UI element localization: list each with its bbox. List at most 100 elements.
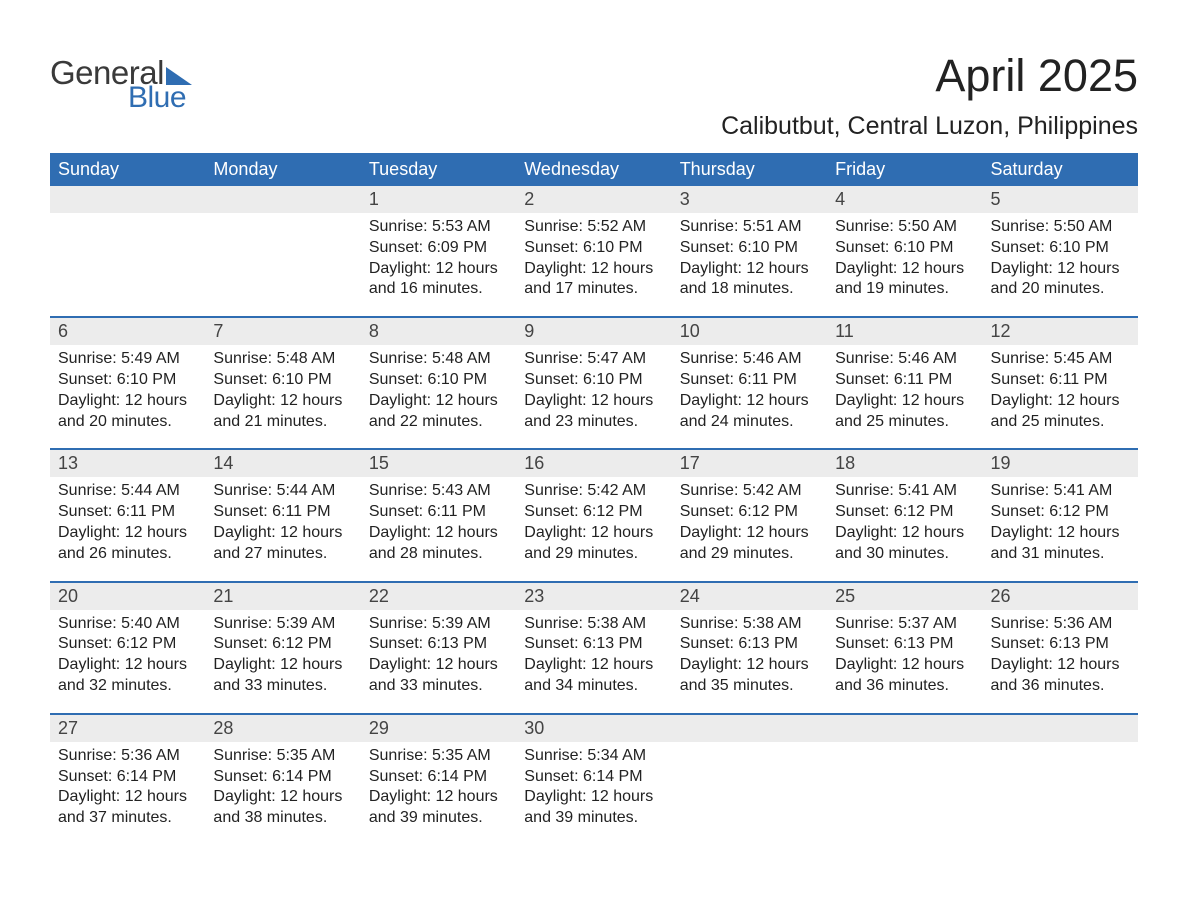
- calendar-cell: [983, 715, 1138, 835]
- calendar-week: 13Sunrise: 5:44 AMSunset: 6:11 PMDayligh…: [50, 448, 1138, 570]
- calendar-cell: [205, 186, 360, 306]
- calendar-cell: 18Sunrise: 5:41 AMSunset: 6:12 PMDayligh…: [827, 450, 982, 570]
- day-details: Sunrise: 5:34 AMSunset: 6:14 PMDaylight:…: [516, 742, 671, 835]
- sunrise-text: Sunrise: 5:49 AM: [58, 349, 197, 370]
- day-details: Sunrise: 5:35 AMSunset: 6:14 PMDaylight:…: [205, 742, 360, 835]
- day-details: Sunrise: 5:44 AMSunset: 6:11 PMDaylight:…: [50, 477, 205, 570]
- day-details: Sunrise: 5:47 AMSunset: 6:10 PMDaylight:…: [516, 345, 671, 438]
- day-details: Sunrise: 5:39 AMSunset: 6:13 PMDaylight:…: [361, 610, 516, 703]
- sunset-text: Sunset: 6:12 PM: [58, 634, 197, 655]
- day-details: Sunrise: 5:36 AMSunset: 6:13 PMDaylight:…: [983, 610, 1138, 703]
- calendar-week: 6Sunrise: 5:49 AMSunset: 6:10 PMDaylight…: [50, 316, 1138, 438]
- sunset-text: Sunset: 6:11 PM: [680, 370, 819, 391]
- sunrise-text: Sunrise: 5:34 AM: [524, 746, 663, 767]
- daylight-text: Daylight: 12 hours and 36 minutes.: [835, 655, 974, 697]
- calendar-cell: 4Sunrise: 5:50 AMSunset: 6:10 PMDaylight…: [827, 186, 982, 306]
- day-details: Sunrise: 5:37 AMSunset: 6:13 PMDaylight:…: [827, 610, 982, 703]
- weeks-container: 1Sunrise: 5:53 AMSunset: 6:09 PMDaylight…: [50, 186, 1138, 835]
- calendar-cell: 9Sunrise: 5:47 AMSunset: 6:10 PMDaylight…: [516, 318, 671, 438]
- day-number: 20: [50, 583, 205, 610]
- sunrise-text: Sunrise: 5:37 AM: [835, 614, 974, 635]
- day-number: 19: [983, 450, 1138, 477]
- calendar-cell: [672, 715, 827, 835]
- calendar: Sunday Monday Tuesday Wednesday Thursday…: [50, 153, 1138, 835]
- day-number: 17: [672, 450, 827, 477]
- daylight-text: Daylight: 12 hours and 38 minutes.: [213, 787, 352, 829]
- calendar-cell: 23Sunrise: 5:38 AMSunset: 6:13 PMDayligh…: [516, 583, 671, 703]
- sunrise-text: Sunrise: 5:46 AM: [835, 349, 974, 370]
- day-details: Sunrise: 5:42 AMSunset: 6:12 PMDaylight:…: [672, 477, 827, 570]
- sunset-text: Sunset: 6:12 PM: [213, 634, 352, 655]
- calendar-week: 20Sunrise: 5:40 AMSunset: 6:12 PMDayligh…: [50, 581, 1138, 703]
- day-number: 5: [983, 186, 1138, 213]
- day-header-saturday: Saturday: [983, 153, 1138, 186]
- sunset-text: Sunset: 6:11 PM: [369, 502, 508, 523]
- sunset-text: Sunset: 6:11 PM: [213, 502, 352, 523]
- day-number: 29: [361, 715, 516, 742]
- calendar-cell: 27Sunrise: 5:36 AMSunset: 6:14 PMDayligh…: [50, 715, 205, 835]
- calendar-cell: 16Sunrise: 5:42 AMSunset: 6:12 PMDayligh…: [516, 450, 671, 570]
- daylight-text: Daylight: 12 hours and 33 minutes.: [213, 655, 352, 697]
- calendar-cell: [50, 186, 205, 306]
- day-header-row: Sunday Monday Tuesday Wednesday Thursday…: [50, 153, 1138, 186]
- day-number: 11: [827, 318, 982, 345]
- day-number: 18: [827, 450, 982, 477]
- daylight-text: Daylight: 12 hours and 32 minutes.: [58, 655, 197, 697]
- calendar-cell: 14Sunrise: 5:44 AMSunset: 6:11 PMDayligh…: [205, 450, 360, 570]
- sunrise-text: Sunrise: 5:42 AM: [524, 481, 663, 502]
- day-details: Sunrise: 5:48 AMSunset: 6:10 PMDaylight:…: [361, 345, 516, 438]
- calendar-cell: 20Sunrise: 5:40 AMSunset: 6:12 PMDayligh…: [50, 583, 205, 703]
- day-number: 3: [672, 186, 827, 213]
- sunset-text: Sunset: 6:11 PM: [58, 502, 197, 523]
- day-header-monday: Monday: [205, 153, 360, 186]
- calendar-cell: 2Sunrise: 5:52 AMSunset: 6:10 PMDaylight…: [516, 186, 671, 306]
- calendar-cell: 5Sunrise: 5:50 AMSunset: 6:10 PMDaylight…: [983, 186, 1138, 306]
- sunset-text: Sunset: 6:10 PM: [680, 238, 819, 259]
- daylight-text: Daylight: 12 hours and 39 minutes.: [524, 787, 663, 829]
- logo: General Blue: [50, 56, 192, 115]
- sunrise-text: Sunrise: 5:48 AM: [369, 349, 508, 370]
- day-number: 13: [50, 450, 205, 477]
- day-header-thursday: Thursday: [672, 153, 827, 186]
- day-details: Sunrise: 5:35 AMSunset: 6:14 PMDaylight:…: [361, 742, 516, 835]
- page-header: General Blue April 2025 Calibutbut, Cent…: [50, 50, 1138, 141]
- daylight-text: Daylight: 12 hours and 22 minutes.: [369, 391, 508, 433]
- day-number: 26: [983, 583, 1138, 610]
- sunset-text: Sunset: 6:10 PM: [58, 370, 197, 391]
- daylight-text: Daylight: 12 hours and 34 minutes.: [524, 655, 663, 697]
- sunrise-text: Sunrise: 5:53 AM: [369, 217, 508, 238]
- location-subtitle: Calibutbut, Central Luzon, Philippines: [721, 112, 1138, 141]
- day-number: 6: [50, 318, 205, 345]
- day-details: Sunrise: 5:38 AMSunset: 6:13 PMDaylight:…: [672, 610, 827, 703]
- sunrise-text: Sunrise: 5:44 AM: [58, 481, 197, 502]
- day-header-tuesday: Tuesday: [361, 153, 516, 186]
- day-number: 9: [516, 318, 671, 345]
- calendar-cell: 1Sunrise: 5:53 AMSunset: 6:09 PMDaylight…: [361, 186, 516, 306]
- day-number: [983, 715, 1138, 742]
- daylight-text: Daylight: 12 hours and 37 minutes.: [58, 787, 197, 829]
- sunset-text: Sunset: 6:10 PM: [369, 370, 508, 391]
- day-number: 4: [827, 186, 982, 213]
- calendar-cell: 29Sunrise: 5:35 AMSunset: 6:14 PMDayligh…: [361, 715, 516, 835]
- daylight-text: Daylight: 12 hours and 19 minutes.: [835, 259, 974, 301]
- sunrise-text: Sunrise: 5:39 AM: [213, 614, 352, 635]
- daylight-text: Daylight: 12 hours and 26 minutes.: [58, 523, 197, 565]
- calendar-cell: 26Sunrise: 5:36 AMSunset: 6:13 PMDayligh…: [983, 583, 1138, 703]
- day-details: Sunrise: 5:41 AMSunset: 6:12 PMDaylight:…: [827, 477, 982, 570]
- day-number: [50, 186, 205, 213]
- daylight-text: Daylight: 12 hours and 36 minutes.: [991, 655, 1130, 697]
- day-details: Sunrise: 5:38 AMSunset: 6:13 PMDaylight:…: [516, 610, 671, 703]
- day-number: 21: [205, 583, 360, 610]
- sunrise-text: Sunrise: 5:51 AM: [680, 217, 819, 238]
- sunset-text: Sunset: 6:12 PM: [991, 502, 1130, 523]
- calendar-cell: 10Sunrise: 5:46 AMSunset: 6:11 PMDayligh…: [672, 318, 827, 438]
- daylight-text: Daylight: 12 hours and 23 minutes.: [524, 391, 663, 433]
- calendar-cell: [827, 715, 982, 835]
- day-number: 28: [205, 715, 360, 742]
- sunset-text: Sunset: 6:10 PM: [835, 238, 974, 259]
- sunrise-text: Sunrise: 5:48 AM: [213, 349, 352, 370]
- calendar-cell: 15Sunrise: 5:43 AMSunset: 6:11 PMDayligh…: [361, 450, 516, 570]
- sunrise-text: Sunrise: 5:41 AM: [835, 481, 974, 502]
- sunset-text: Sunset: 6:09 PM: [369, 238, 508, 259]
- calendar-cell: 28Sunrise: 5:35 AMSunset: 6:14 PMDayligh…: [205, 715, 360, 835]
